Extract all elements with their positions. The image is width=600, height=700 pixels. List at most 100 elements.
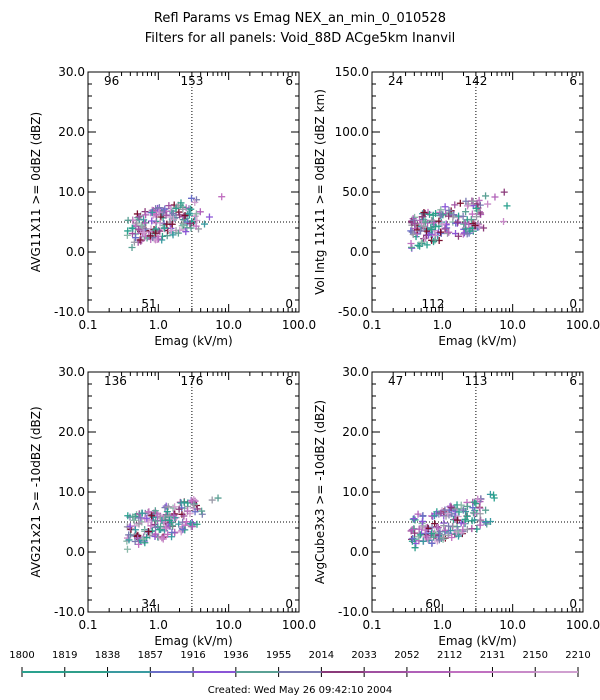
scatter-point [157,213,165,221]
scatter-point [169,231,177,239]
x-axis-label: Emag (kV/m) [154,634,232,648]
x-tick-label: 1.0 [149,318,168,332]
scatter-point [472,204,480,212]
y-axis-label: AVG21x21 >= -10dBZ (dBZ) [29,406,43,577]
colorbar-label: 1936 [223,650,248,661]
y-tick-label: -50.0 [338,305,369,319]
scatter-point [441,506,449,514]
scatter-point [152,523,160,531]
scatter-point [425,231,433,239]
scatter-point [454,218,462,226]
scatter-point [471,510,479,518]
scatter-point [124,216,132,224]
scatter-point [407,239,415,247]
scatter-point [437,509,445,517]
colorbar-label: 2210 [565,650,590,661]
scatter-point [134,534,142,542]
scatter-point [453,516,461,524]
scatter-point [468,210,476,218]
scatter-point [182,518,190,526]
y-tick-label: 20.0 [342,425,369,439]
scatter-point [145,528,153,536]
x-tick-label: 100.0 [566,318,600,332]
colorbar-label: 1916 [180,650,205,661]
count-top-center: 153 [180,74,203,88]
scatter-point [148,512,156,520]
scatter-point [445,511,453,519]
colorbar-label: 1800 [9,650,34,661]
scatter-point [152,229,160,237]
y-tick-label: 10.0 [342,485,369,499]
scatter-point [472,500,480,508]
scatter-point [463,525,471,533]
scatter-point [460,220,468,228]
scatter-point [129,513,137,521]
colorbar-label: 1838 [95,650,120,661]
scatter-point [426,210,434,218]
y-tick-label: 0.0 [66,545,85,559]
scatter-point [449,213,457,221]
scatter-point [134,225,142,233]
scatter-point [461,515,469,523]
scatter-point [131,526,139,534]
scatter-point [475,196,483,204]
x-axis-label: Emag (kV/m) [438,334,516,348]
scatter-point [188,194,196,202]
scatter-point [160,532,168,540]
scatter-point [437,228,445,236]
x-tick-label: 100.0 [566,618,600,632]
scatter-point [164,530,172,538]
plot-frame [87,371,300,613]
scatter-point [133,219,141,227]
scatter-point [151,530,159,538]
scatter-point [181,211,189,219]
scatter-point [152,517,160,525]
scatter-point [416,531,424,539]
scatter-point [193,217,201,225]
scatter-point [503,202,511,210]
y-tick-label: 0.0 [350,245,369,259]
scatter-point [163,508,171,516]
scatter-point [193,520,201,528]
scatter-point [145,508,153,516]
scatter-point [462,208,470,216]
x-axis-label: Emag (kV/m) [438,634,516,648]
colorbar-label: 2033 [351,650,376,661]
scatter-point [143,514,151,522]
scatter-point [482,192,490,200]
scatter-point [137,221,145,229]
scatter-point [164,503,172,511]
scatter-panel-3: 0.1 1.0 10.0 100.0 -10.0 0.0 10.0 20.0 30.0 Emag … [29,365,316,648]
y-axis-label: Vol Intg 11x11 >= 0dBZ (dBZ km) [313,89,327,295]
scatter-point [409,535,417,543]
scatter-point [491,193,499,201]
scatter-point [459,506,467,514]
scatter-point [161,504,169,512]
scatter-point [169,504,177,512]
colorbar-label: 1955 [266,650,291,661]
scatter-point [444,510,452,518]
scatter-point [462,225,470,233]
scatter-point [439,534,447,541]
count-bottom-center: 34 [141,597,156,611]
scatter-point [218,193,226,201]
scatter-point [408,526,416,534]
scatter-point [136,236,144,244]
scatter-point [438,220,446,228]
scatter-point [158,236,166,244]
y-tick-label: 10.0 [58,185,85,199]
scatter-point [474,495,482,503]
x-tick-label: 10.0 [499,318,526,332]
scatter-point [468,517,476,525]
scatter-point [180,512,188,520]
scatter-point [175,505,183,513]
scatter-point [135,514,143,522]
scatter-point [452,528,460,536]
scatter-point [155,208,163,216]
scatter-point [135,213,143,221]
count-top-right: 6 [285,374,293,388]
scatter-point [454,232,462,240]
scatter-point [457,501,465,509]
y-tick-label: 150.0 [335,65,369,79]
plot-frame [87,71,300,313]
